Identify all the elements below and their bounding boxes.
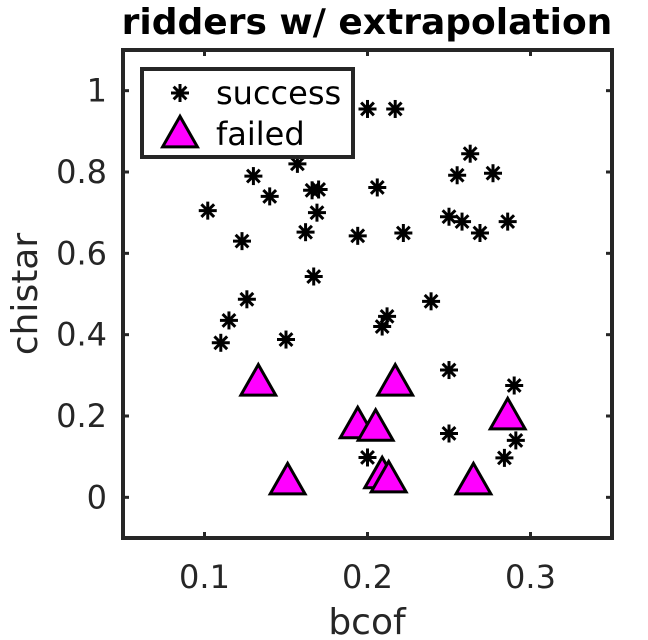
success-point	[378, 307, 397, 326]
success-point	[505, 376, 524, 395]
y-axis-label: chistar	[5, 233, 46, 356]
success-point	[448, 166, 467, 185]
success-point	[232, 232, 251, 251]
failed-point	[487, 395, 528, 431]
y-tick-label: 0.2	[56, 397, 107, 435]
success-point	[309, 180, 328, 199]
success-point	[277, 330, 295, 349]
success-point	[244, 167, 263, 186]
success-point	[461, 144, 480, 163]
failed-point	[355, 406, 396, 442]
success-point	[219, 311, 238, 330]
y-tick-label: 1	[87, 72, 107, 110]
success-point	[453, 212, 472, 231]
x-axis-label: bcof	[328, 602, 407, 640]
success-point	[484, 164, 503, 183]
success-point	[368, 178, 387, 197]
legend-label-success: success	[216, 74, 341, 112]
y-tick-label: 0.8	[56, 153, 107, 191]
success-point	[304, 267, 323, 286]
y-tick-label: 0.6	[56, 234, 107, 272]
y-tick-label: 0	[87, 478, 107, 516]
x-tick-label: 0.3	[505, 558, 556, 596]
x-tick-label: 0.2	[342, 558, 393, 596]
success-point	[348, 226, 367, 245]
success-point	[470, 224, 489, 242]
x-tick-label: 0.1	[179, 558, 230, 596]
success-point	[198, 201, 217, 220]
failed-point	[368, 458, 409, 494]
success-point	[211, 333, 230, 352]
legend-marker-success	[171, 84, 189, 102]
legend-label-failed: failed	[216, 115, 305, 153]
data-markers	[198, 99, 528, 496]
failed-point	[453, 460, 494, 496]
success-point	[307, 203, 326, 222]
success-point	[440, 424, 458, 443]
failed-point	[375, 361, 416, 397]
success-point	[237, 290, 256, 309]
legend-asterisk	[171, 84, 189, 102]
failed-point	[267, 460, 308, 496]
success-point	[498, 212, 517, 231]
success-point	[288, 154, 307, 173]
plot-frame	[121, 48, 614, 540]
chart-title: ridders w/ extrapolation	[122, 2, 613, 43]
success-point	[260, 187, 279, 206]
success-point	[506, 431, 525, 450]
success-point	[296, 223, 315, 242]
success-point	[358, 448, 377, 467]
success-point	[495, 448, 514, 467]
success-point	[394, 224, 413, 242]
tick-labels: 0.1 0.2 0.3 0 0.2 0.4 0.6 0.8 1	[56, 72, 556, 596]
y-tick-label: 0.4	[56, 316, 107, 354]
legend-marker-failed	[160, 113, 200, 149]
success-point	[386, 99, 405, 118]
success-point	[440, 361, 458, 380]
legend: success failed	[140, 67, 355, 159]
success-point	[358, 99, 377, 118]
legend-triangle	[160, 113, 200, 149]
failed-point	[238, 361, 279, 397]
success-point	[422, 292, 441, 311]
